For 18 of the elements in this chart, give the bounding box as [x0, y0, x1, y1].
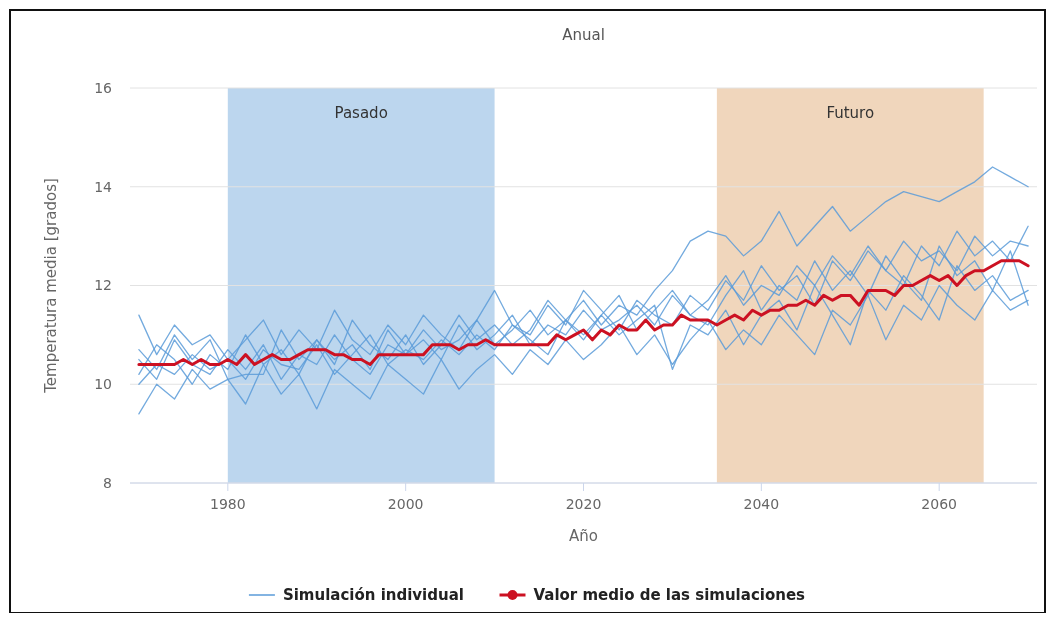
y-tick-label: 8 — [103, 474, 112, 491]
x-tick-label: 2000 — [387, 496, 424, 512]
legend-label: Valor medio de las simulaciones — [533, 586, 806, 605]
x-axis-title: Año — [569, 527, 598, 545]
x-tick-label: 2040 — [743, 496, 780, 512]
band-label: Pasado — [334, 104, 388, 122]
chart-title: Anual — [562, 26, 605, 44]
x-tick-label: 1980 — [209, 496, 246, 512]
band-label: Futuro — [826, 104, 875, 122]
x-tick-label: 2060 — [921, 496, 958, 512]
y-tick-label: 14 — [94, 178, 113, 195]
line-series — [137, 259, 1030, 366]
legend-label: Simulación individual — [282, 586, 464, 605]
y-tick-label: 16 — [94, 79, 113, 96]
y-tick-label: 10 — [94, 376, 112, 393]
y-axis-title: Temperatura media [grados] — [42, 178, 60, 394]
y-tick-label: 12 — [94, 277, 112, 294]
x-tick-label: 2020 — [565, 496, 602, 512]
